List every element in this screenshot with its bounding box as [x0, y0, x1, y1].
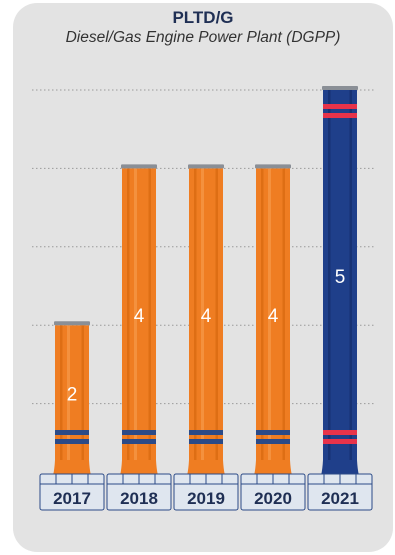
bar-stripe-top	[323, 113, 357, 118]
bar-highlight	[201, 168, 204, 460]
bar-shading	[127, 168, 130, 460]
bar-cap	[188, 164, 224, 169]
value-label-2019: 4	[201, 306, 212, 327]
bar-highlight	[67, 325, 70, 460]
value-label-2020: 4	[268, 306, 279, 327]
bar-shading	[148, 168, 151, 460]
chart-title: PLTD/G	[172, 8, 234, 27]
bar-stripe	[189, 430, 223, 435]
bar-cap	[255, 164, 291, 169]
chart-subtitle: Diesel/Gas Engine Power Plant (DGPP)	[65, 29, 341, 46]
bar-shading	[215, 168, 218, 460]
bar-shading	[328, 90, 331, 460]
bar-cap	[54, 321, 90, 326]
bar-stripe	[256, 430, 290, 435]
bar-highlight	[268, 168, 271, 460]
value-label-2018: 4	[134, 306, 145, 327]
category-label-2020: 2020	[254, 489, 292, 508]
bar-cap	[322, 86, 358, 90]
bar-stripe	[323, 439, 357, 444]
bar-stripe	[323, 430, 357, 435]
bar-shading	[282, 168, 285, 460]
bar-stripe	[189, 439, 223, 444]
bar-shading	[194, 168, 197, 460]
bar-stripe	[122, 439, 156, 444]
bar-stripe	[55, 439, 89, 444]
bar-shading	[81, 325, 84, 460]
bar-cap	[121, 164, 157, 169]
bar-shading	[261, 168, 264, 460]
bar-stripe	[55, 430, 89, 435]
value-label-2021: 5	[335, 267, 346, 288]
bar-stripe	[122, 430, 156, 435]
category-label-2019: 2019	[187, 489, 225, 508]
value-label-2017: 2	[67, 385, 78, 406]
bar-shading	[349, 90, 352, 460]
category-label-2017: 2017	[53, 489, 91, 508]
bar-shading	[60, 325, 63, 460]
bar-stripe	[256, 439, 290, 444]
bar-highlight	[134, 168, 137, 460]
category-label-2018: 2018	[120, 489, 158, 508]
bar-stripe-top	[323, 104, 357, 109]
category-label-2021: 2021	[321, 489, 359, 508]
